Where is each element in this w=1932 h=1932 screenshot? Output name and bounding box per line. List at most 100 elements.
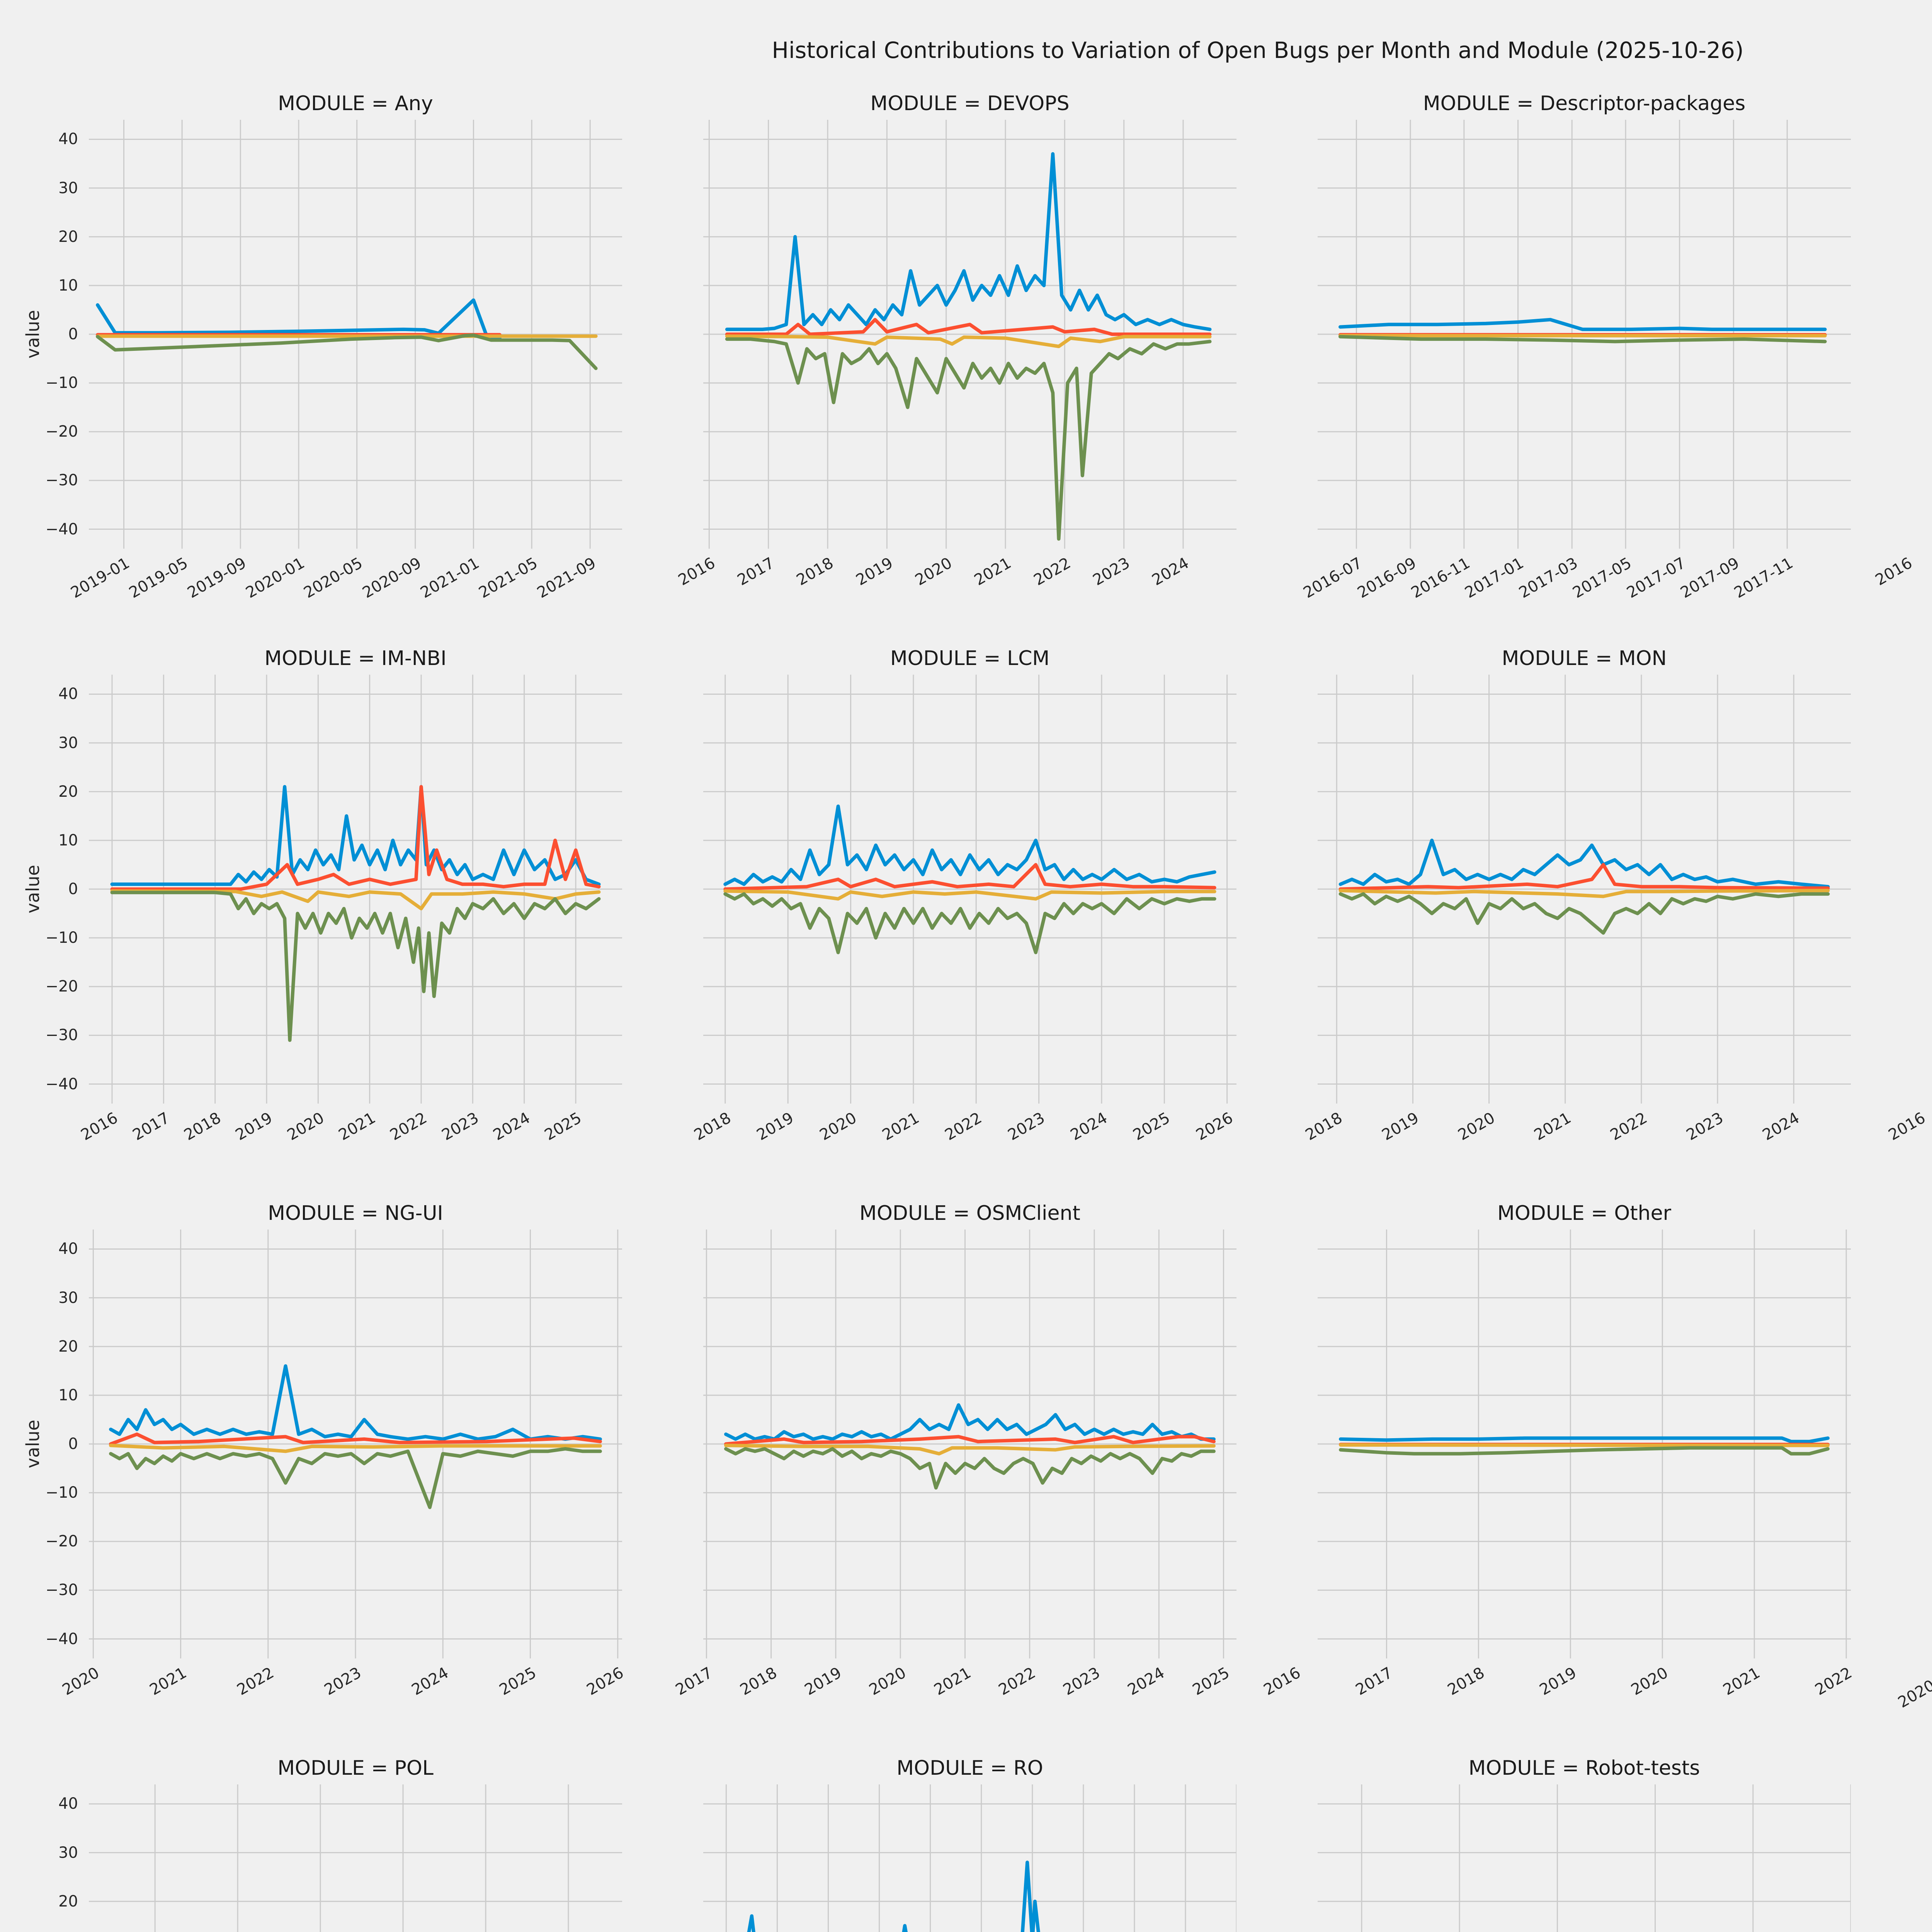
y-tick-labels	[1859, 1230, 1927, 1658]
x-tick-label: 2023	[321, 1664, 364, 1699]
y-tick-label: −10	[45, 929, 78, 947]
x-tick-labels: 2018 2019 2020 2021 2022 2023 2024 2025 2026	[630, 1104, 1244, 1165]
x-tick-label: 2023	[1090, 554, 1133, 589]
y-tick-label: 30	[58, 1289, 78, 1307]
plot-wrap	[1859, 120, 1932, 549]
line-closed	[109, 1447, 602, 1509]
y-tick-label: −20	[45, 423, 78, 441]
x-tick-label: 2025	[1189, 1664, 1233, 1699]
facet-any: MODULE = Any value 40 30 20 10 0 −10 −20 −30 −40…	[15, 87, 630, 636]
x-tick-label: 2016-07	[1300, 554, 1366, 602]
x-tick-labels: 2016-07 2016-09 2016-11 2017-01 2017-03 2017-…	[1244, 549, 1859, 611]
plot-wrap	[1244, 120, 1859, 549]
x-tick-labels: 2020 2021 2022 2023 2024 2025 2026	[15, 1658, 630, 1720]
y-tick-label: 10	[58, 276, 78, 294]
x-tick-label: 2019	[853, 554, 896, 589]
x-tick-label: 2023	[1060, 1664, 1103, 1699]
y-tick-label: −30	[45, 1581, 78, 1599]
x-tick-label: 2017	[734, 554, 777, 589]
line-false-closed	[110, 889, 601, 910]
x-tick-label: 2022	[995, 1664, 1039, 1699]
facet-unknown: MODULE = Unknown 20162017201820192020202…	[1859, 1752, 1932, 1932]
y-tick-label: 40	[58, 685, 78, 703]
x-tick-label: 2021-05	[476, 554, 541, 602]
plot-area	[1318, 1784, 1851, 1932]
y-tick-label: 0	[68, 1435, 78, 1453]
plot-area	[89, 1230, 622, 1658]
x-tick-label: 2021	[335, 1109, 379, 1144]
x-tick-labels: 2016 2017 2018 2019 2020 2021 2022 2023 2024 2025	[15, 1104, 630, 1165]
facet-title: MODULE = LCM	[890, 647, 1050, 670]
facet-documentation-wiki: MODULE = Documentation / Wiki 2016201720…	[1859, 87, 1932, 636]
x-tick-label: 2023	[1683, 1109, 1726, 1144]
x-tick-label: 2024	[1759, 1109, 1803, 1144]
line-reopened	[724, 1435, 1216, 1446]
line-reopened	[725, 318, 1212, 336]
x-tick-label: 2022	[387, 1109, 430, 1144]
plot-area	[703, 120, 1236, 549]
facet-pol: MODULE = POL value 403020100−10−20−30−40…	[15, 1752, 630, 1932]
x-tick-label: 2017	[1352, 1664, 1396, 1699]
x-tick-label: 2020-05	[301, 554, 366, 602]
x-tick-label: 2019	[1379, 1109, 1422, 1144]
facet-other: MODULE = Other 2016 2017 2018 2019 2020 2021 2…	[1244, 1197, 1859, 1746]
gridlines	[703, 1784, 1236, 1932]
y-tick-label: 20	[58, 228, 78, 246]
x-tick-label: 2019	[801, 1664, 845, 1699]
x-tick-label: 2020	[866, 1664, 910, 1699]
gridlines	[1318, 1784, 1851, 1932]
line-false-closed	[1338, 889, 1830, 898]
figure-title: Historical Contributions to Variation of…	[772, 37, 1744, 63]
x-tick-label: 2025	[1130, 1109, 1173, 1144]
y-tick-label: 40	[58, 1795, 78, 1813]
facet-title: MODULE = Descriptor-packages	[1423, 92, 1746, 115]
plot-area	[703, 675, 1236, 1104]
x-tick-label: 2018	[691, 1109, 734, 1144]
plot-area	[1318, 675, 1851, 1104]
line-false-closed	[109, 1444, 602, 1453]
y-tick-label: −40	[45, 1630, 78, 1648]
facet-title: MODULE = Robot-tests	[1468, 1757, 1700, 1780]
line-opened	[747, 1861, 1040, 1932]
x-tick-label: 2026	[583, 1664, 627, 1699]
line-opened	[725, 152, 1212, 331]
x-tick-label: 2020-01	[243, 554, 308, 602]
y-tick-label: 30	[58, 734, 78, 752]
line-closed	[1338, 335, 1827, 344]
gridlines	[703, 1230, 1236, 1658]
x-tick-label: 2017-01	[1462, 554, 1527, 602]
plot-wrap	[1859, 1784, 1932, 1932]
y-tick-labels	[630, 1784, 698, 1932]
line-closed	[1338, 892, 1830, 935]
line-reopened	[1338, 863, 1830, 891]
facet-n2vc: MODULE = N2VC 20162017201820192020202120…	[1859, 642, 1932, 1191]
line-opened	[110, 785, 601, 886]
facet-descriptor-packages: MODULE = Descriptor-packages 2016-07 2016…	[1244, 87, 1859, 636]
x-tick-label: 2022	[1031, 554, 1074, 589]
x-tick-label: 2024	[1149, 554, 1192, 589]
facet-im-nbi: MODULE = IM-NBI value 40 30 20 10 0 −10 −20 −30…	[15, 642, 630, 1191]
line-reopened	[110, 785, 601, 891]
plot-wrap	[630, 120, 1244, 549]
facet-title: MODULE = Other	[1497, 1202, 1671, 1225]
x-tick-label: 2019-05	[126, 554, 191, 602]
x-tick-label: 2021	[146, 1664, 190, 1699]
y-tick-label: 10	[58, 831, 78, 849]
plot-wrap	[630, 1784, 1244, 1932]
facet-ro: MODULE = RO 2016201720182019202020212022…	[630, 1752, 1244, 1932]
facet-title: MODULE = DEVOPS	[870, 92, 1070, 115]
x-tick-labels: 2017 2018 2019 2020 2021 2022 2023 2024 2025	[630, 1658, 1244, 1720]
y-tick-label: 20	[58, 1337, 78, 1355]
gridlines	[89, 1230, 622, 1658]
plot-wrap	[630, 675, 1244, 1104]
y-tick-labels	[1244, 120, 1312, 549]
x-tick-label: 2018	[1444, 1664, 1488, 1699]
y-tick-label: −20	[45, 978, 78, 996]
